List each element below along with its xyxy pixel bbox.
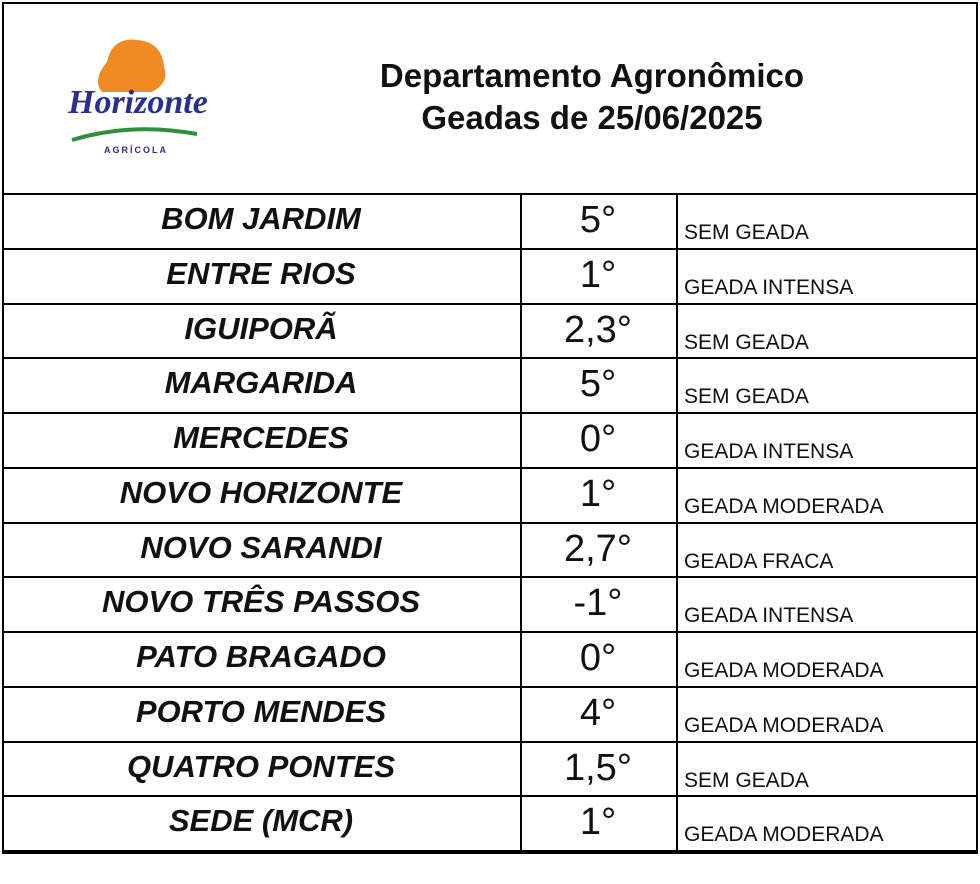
frost-status: GEADA INTENSA [678, 250, 976, 305]
temperature: 4° [520, 687, 678, 743]
logo-subtitle: AGRÍCOLA [104, 145, 168, 155]
city: BOM JARDIM [2, 195, 522, 250]
temperature: -1° [520, 578, 678, 633]
table-frame [2, 2, 978, 854]
temperature: 1° [520, 468, 678, 524]
temperature: 5° [520, 195, 678, 250]
city: PORTO MENDES [2, 687, 522, 743]
city: QUATRO PONTES [2, 742, 522, 798]
frost-status: SEM GEADA [678, 305, 976, 360]
temperature: 1,5° [520, 742, 678, 798]
temperature: 0° [520, 633, 678, 688]
title: Geadas de 25/06/2025 [421, 99, 763, 136]
frost-status: GEADA FRACA [678, 524, 976, 579]
frost-status: GEADA MODERADA [678, 688, 976, 743]
frost-status: SEM GEADA [678, 195, 976, 250]
city: PATO BRAGADO [2, 633, 522, 688]
city: NOVO HORIZONTE [2, 468, 522, 524]
frost-status: SEM GEADA [678, 359, 976, 414]
city: IGUIPORÃ [2, 304, 522, 360]
frost-status: SEM GEADA [678, 743, 976, 798]
logo [71, 39, 198, 142]
temperature: 2,3° [520, 304, 678, 360]
temperature: 1° [520, 797, 678, 852]
temperature: 0° [520, 414, 678, 469]
frost-status: GEADA MODERADA [678, 633, 976, 688]
logo-name: Horizonte [68, 84, 208, 121]
city: NOVO TRÊS PASSOS [2, 578, 522, 633]
city: MARGARIDA [2, 359, 522, 414]
city: NOVO SARANDI [2, 523, 522, 579]
city: ENTRE RIOS [2, 249, 522, 305]
frost-status: GEADA INTENSA [678, 414, 976, 469]
title: Departamento Agronômico [379, 57, 805, 94]
temperature: 2,7° [520, 523, 678, 579]
header: Horizonte AGRÍCOLA Departamento Agronômi… [2, 2, 976, 195]
temperature: 1° [520, 249, 678, 305]
temperature: 5° [520, 359, 678, 414]
frost-status: GEADA MODERADA [678, 797, 976, 852]
city: MERCEDES [2, 414, 522, 469]
frost-status: GEADA INTENSA [678, 578, 976, 633]
frost-status: GEADA MODERADA [678, 469, 976, 524]
city: SEDE (MCR) [2, 797, 522, 852]
